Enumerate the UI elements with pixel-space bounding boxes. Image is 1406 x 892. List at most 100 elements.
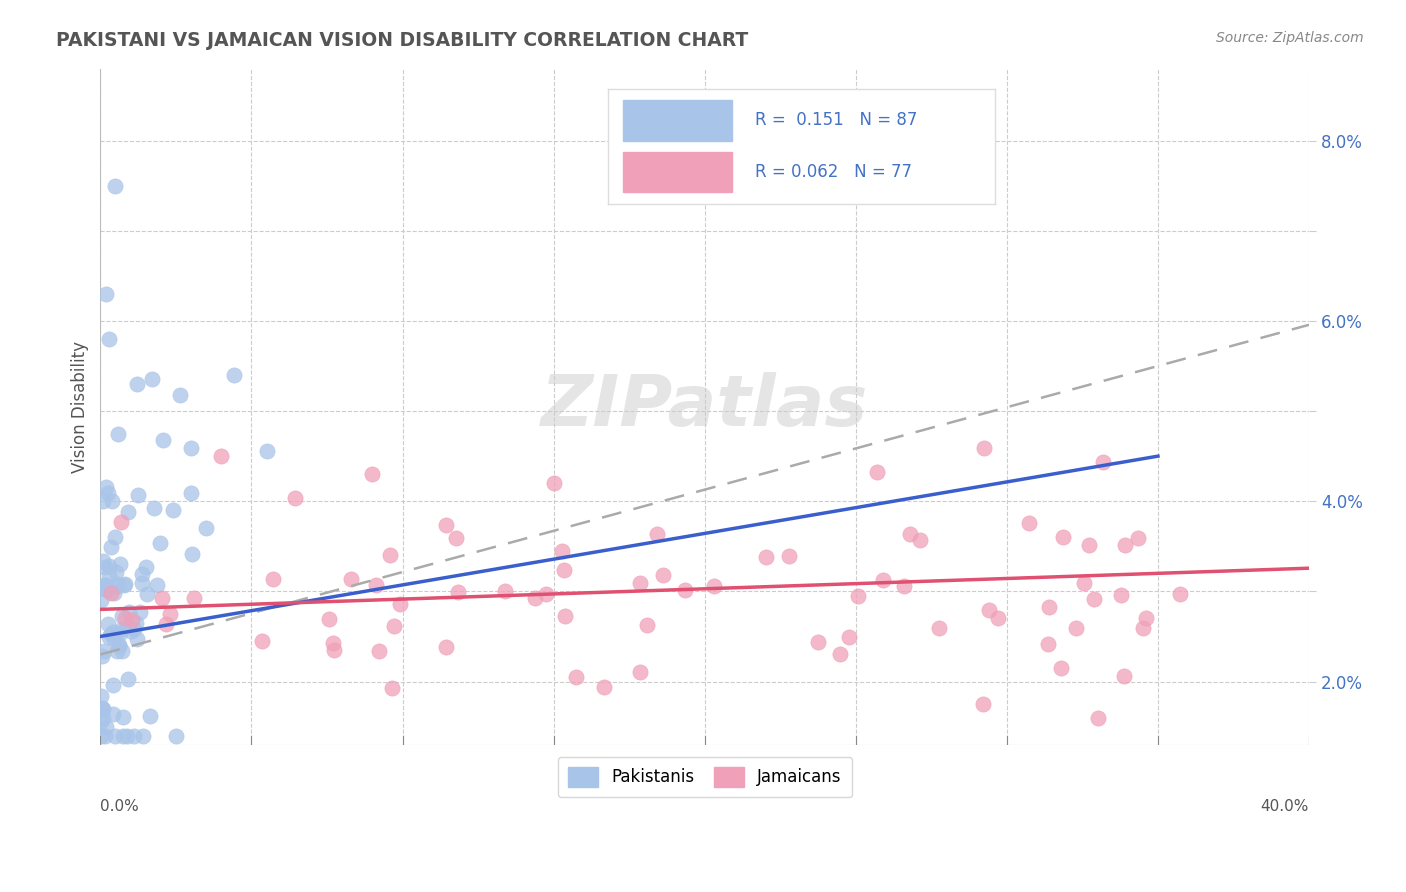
Point (1073, 576, 1095, 591)
Point (98, 630, 121, 644)
Point (100, 541, 122, 555)
Point (534, 587, 557, 601)
Point (977, 603, 1000, 617)
Point (94, 582, 117, 596)
Point (524, 591, 547, 606)
Point (100, 586, 122, 600)
Point (494, 584, 516, 599)
Point (90, 593, 112, 607)
Point (755, 549, 778, 564)
Point (252, 633, 274, 648)
Point (129, 605, 152, 619)
Point (1083, 591, 1105, 606)
Point (114, 610, 136, 624)
Point (90, 648, 112, 663)
Point (908, 533, 931, 547)
Point (138, 708, 160, 723)
Point (378, 548, 401, 562)
Point (1052, 530, 1074, 544)
Point (111, 644, 134, 658)
Point (165, 729, 187, 743)
Point (169, 388, 191, 402)
Point (111, 710, 134, 724)
Point (828, 647, 851, 661)
Point (91, 700, 114, 714)
Point (838, 630, 860, 644)
Point (155, 617, 177, 632)
Point (1087, 710, 1109, 724)
Point (1078, 538, 1101, 552)
Point (104, 178, 127, 193)
Point (1128, 532, 1150, 546)
Point (361, 467, 384, 482)
Point (94, 578, 117, 592)
Y-axis label: Vision Disability: Vision Disability (72, 341, 89, 473)
Point (162, 502, 184, 516)
Point (97, 485, 120, 500)
Point (103, 586, 125, 600)
Point (108, 638, 131, 652)
Point (194, 521, 217, 535)
Point (593, 680, 616, 694)
Point (100, 494, 122, 508)
Point (91, 554, 114, 568)
Point (1092, 455, 1115, 469)
Point (673, 582, 696, 597)
Point (446, 531, 468, 545)
Point (318, 611, 340, 625)
Point (636, 618, 658, 632)
Point (107, 427, 129, 442)
Point (104, 729, 127, 743)
Point (1168, 587, 1191, 601)
Point (434, 518, 457, 533)
Point (256, 444, 278, 458)
Point (93, 701, 115, 715)
Point (652, 568, 675, 582)
Point (110, 515, 132, 529)
Point (120, 624, 142, 639)
Point (1066, 621, 1088, 635)
Point (98, 567, 121, 582)
Point (93, 710, 115, 724)
Point (111, 609, 134, 624)
Point (368, 644, 391, 658)
Point (97, 616, 120, 631)
Point (807, 635, 830, 649)
Point (93, 729, 115, 743)
Point (180, 486, 202, 500)
Point (778, 549, 800, 563)
Point (108, 639, 131, 653)
Point (105, 644, 128, 658)
Point (142, 501, 165, 516)
Point (866, 466, 889, 480)
Point (159, 607, 181, 621)
Point (447, 584, 470, 599)
Point (115, 729, 138, 743)
Text: 40.0%: 40.0% (1261, 798, 1309, 814)
Point (103, 632, 125, 646)
Point (127, 488, 149, 502)
Point (928, 621, 950, 635)
Point (93, 644, 115, 658)
Point (127, 376, 149, 391)
Point (382, 618, 405, 632)
Point (434, 640, 457, 654)
Point (108, 557, 131, 571)
Point (703, 579, 725, 593)
Point (112, 729, 135, 743)
Point (628, 576, 651, 591)
Point (1018, 516, 1040, 530)
Point (364, 578, 387, 592)
Point (181, 547, 204, 561)
Point (262, 573, 284, 587)
Point (98, 332, 121, 346)
Point (94, 480, 117, 494)
Point (135, 560, 157, 574)
Point (149, 536, 172, 550)
Point (972, 697, 994, 711)
Point (1132, 622, 1154, 636)
Point (1114, 538, 1136, 552)
Point (180, 442, 202, 456)
Point (846, 589, 869, 603)
Point (1114, 669, 1136, 683)
